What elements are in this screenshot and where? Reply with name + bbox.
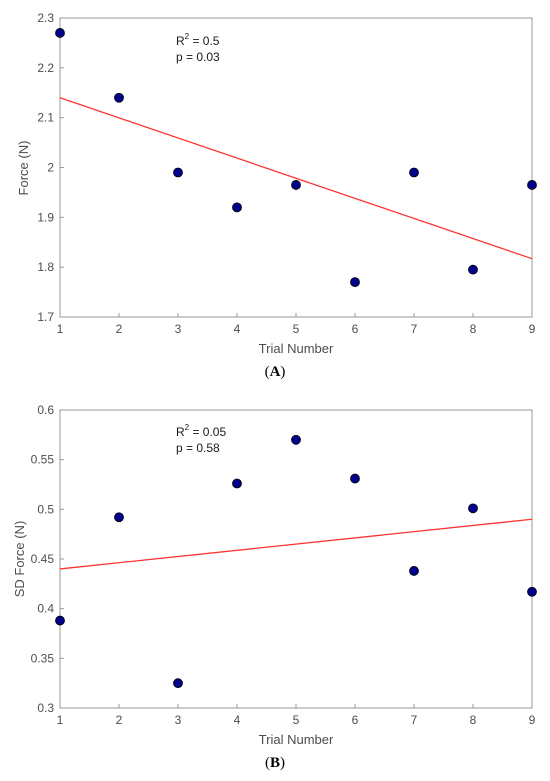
data-point-a xyxy=(350,277,360,288)
x-tick-label-b: 3 xyxy=(175,713,182,727)
y-tick-label-a: 1.8 xyxy=(37,260,54,274)
panel-caption-b: (B) xyxy=(265,755,285,771)
y-tick-label-b: 0.6 xyxy=(37,403,54,417)
x-axis-label-b: Trial Number xyxy=(259,732,334,747)
data-point-a xyxy=(409,167,419,178)
data-point-a xyxy=(232,202,242,213)
y-tick-label-a: 2.1 xyxy=(37,111,54,125)
x-tick-label-a: 4 xyxy=(234,322,241,336)
x-tick-label-b: 1 xyxy=(57,713,64,727)
y-axis-label-a: Force (N) xyxy=(16,141,31,196)
y-tick-label-b: 0.3 xyxy=(37,701,54,715)
data-point-b xyxy=(468,503,478,514)
x-axis-label-a: Trial Number xyxy=(259,341,334,356)
x-tick-label-a: 6 xyxy=(352,322,359,336)
ticks-b: 1 2 3 4 5 6 7 8 9 0.3 0.35 0.4 0.45 0.5 0.55 0.6 xyxy=(31,403,536,727)
data-point-b xyxy=(114,512,124,523)
data-point-a xyxy=(55,28,65,38)
y-tick-label-a: 2.2 xyxy=(37,61,54,75)
fit-line-b xyxy=(59,518,533,570)
data-point-a xyxy=(114,92,124,103)
r2-annotation-b: R2 = 0.05 xyxy=(176,423,226,439)
y-tick-label-a: 2 xyxy=(47,161,54,175)
x-tick-label-a: 8 xyxy=(470,322,477,336)
plot-area-b xyxy=(59,409,533,709)
p-annotation-b: p = 0.58 xyxy=(176,441,220,455)
data-point-b xyxy=(173,678,183,689)
data-point-b xyxy=(409,566,419,576)
chart-panel-b: 1 2 3 4 5 6 7 8 9 0.3 0.35 0.4 0.45 0.5 0.55 0.6 R2 = 0… xyxy=(12,403,537,771)
x-tick-label-b: 4 xyxy=(234,713,241,727)
y-tick-label-b: 0.45 xyxy=(31,552,55,566)
data-point-a xyxy=(468,264,478,275)
p-annotation-a: p = 0.03 xyxy=(176,50,220,64)
x-tick-label-b: 5 xyxy=(293,713,300,727)
x-tick-label-a: 9 xyxy=(529,322,536,336)
r2-annotation-a: R2 = 0.5 xyxy=(176,32,220,48)
x-tick-label-b: 9 xyxy=(529,713,536,727)
x-tick-label-b: 2 xyxy=(116,713,123,727)
fit-line-a xyxy=(59,97,533,260)
x-tick-label-b: 7 xyxy=(411,713,418,727)
x-tick-label-a: 2 xyxy=(116,322,123,336)
x-tick-label-a: 7 xyxy=(411,322,418,336)
x-tick-label-b: 6 xyxy=(352,713,359,727)
ticks-a: 1 2 3 4 5 6 7 8 9 1.7 1.8 1.9 2 2.1 2.2 2.3 xyxy=(37,11,535,336)
y-tick-label-b: 0.5 xyxy=(37,502,54,516)
x-tick-label-a: 5 xyxy=(293,322,300,336)
x-tick-label-a: 3 xyxy=(175,322,182,336)
x-tick-label-b: 8 xyxy=(470,713,477,727)
y-tick-label-a: 1.7 xyxy=(37,310,54,324)
data-point-b xyxy=(350,473,360,484)
data-point-a xyxy=(527,180,537,190)
y-tick-label-a: 1.9 xyxy=(37,210,54,224)
data-point-b xyxy=(55,615,65,626)
data-point-b xyxy=(291,434,301,445)
x-tick-label-a: 1 xyxy=(57,322,64,336)
y-tick-label-b: 0.4 xyxy=(37,602,54,616)
data-point-a xyxy=(291,180,301,190)
data-point-b xyxy=(527,586,537,597)
panel-caption-a: (A) xyxy=(265,364,286,380)
data-point-b xyxy=(232,478,242,489)
y-tick-label-a: 2.3 xyxy=(37,11,54,25)
points-b xyxy=(55,434,537,689)
y-tick-label-b: 0.35 xyxy=(31,651,55,665)
points-a xyxy=(55,28,537,288)
plot-area-a xyxy=(59,17,533,318)
y-tick-label-b: 0.55 xyxy=(31,453,55,467)
chart-panel-a: 1 2 3 4 5 6 7 8 9 1.7 1.8 1.9 2 2.1 2.2 2.3 R2 = 0.5 p … xyxy=(16,11,537,380)
data-point-a xyxy=(173,167,183,178)
y-axis-label-b: SD Force (N) xyxy=(12,521,27,598)
